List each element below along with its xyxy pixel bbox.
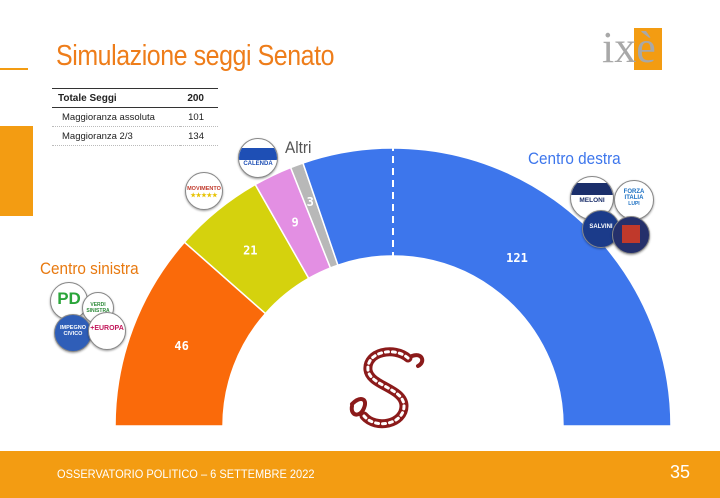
- seats-summary-table: Totale Seggi 200 Maggioranza assoluta 10…: [52, 88, 218, 146]
- slice-value-label: 9: [292, 215, 299, 229]
- centro-destra-label: Centro destra: [528, 149, 621, 168]
- logo-text-svg: ixè: [602, 23, 656, 72]
- slice-value-label: 121: [506, 251, 528, 265]
- page-number: 35: [669, 462, 690, 482]
- centro-sinistra-label: Centro sinistra: [40, 259, 139, 278]
- forza-italia-badge: FORZA ITALIA LUPI: [614, 180, 654, 220]
- accent-line: [0, 68, 28, 70]
- movimento-badge: MOVIMENTO ★★★★★: [185, 172, 223, 210]
- majority-absolute-value: 101: [179, 107, 218, 127]
- logo-text: ixè: [602, 23, 656, 72]
- accent-bar: [0, 126, 33, 216]
- coalition-badge: [612, 216, 650, 254]
- majority-two-thirds-value: 134: [179, 126, 218, 146]
- calenda-badge: CALENDA: [238, 138, 278, 178]
- logo-box: [634, 28, 662, 70]
- table-header-row: Totale Seggi 200: [52, 88, 218, 108]
- total-seats-label: Totale Seggi: [52, 88, 180, 108]
- impegno-civico-badge: IMPEGNO CIVICO: [54, 314, 92, 352]
- table-row: Maggioranza assoluta 101: [52, 107, 218, 127]
- majority-two-thirds-label: Maggioranza 2/3: [52, 126, 180, 146]
- slice-value-label: 21: [243, 244, 257, 258]
- seat-slice: [301, 147, 672, 427]
- footer-bar: [0, 451, 720, 498]
- slice-value-label: 3: [307, 195, 314, 209]
- page-title: Simulazione seggi Senato: [56, 40, 335, 72]
- seat-semicircle-chart: 46 21 93 121: [115, 147, 672, 427]
- europa-badge: +EUROPA: [88, 312, 126, 350]
- footer-text: OSSERVATORIO POLITICO – 6 SETTEMBRE 2022: [57, 467, 315, 481]
- senate-emblem: [349, 347, 425, 429]
- total-seats-value: 200: [179, 88, 218, 108]
- table-row: Maggioranza 2/3 134: [52, 126, 218, 146]
- majority-absolute-label: Maggioranza assoluta: [52, 107, 180, 127]
- altri-label: Altri: [285, 138, 312, 157]
- slice-value-label: 46: [174, 339, 188, 353]
